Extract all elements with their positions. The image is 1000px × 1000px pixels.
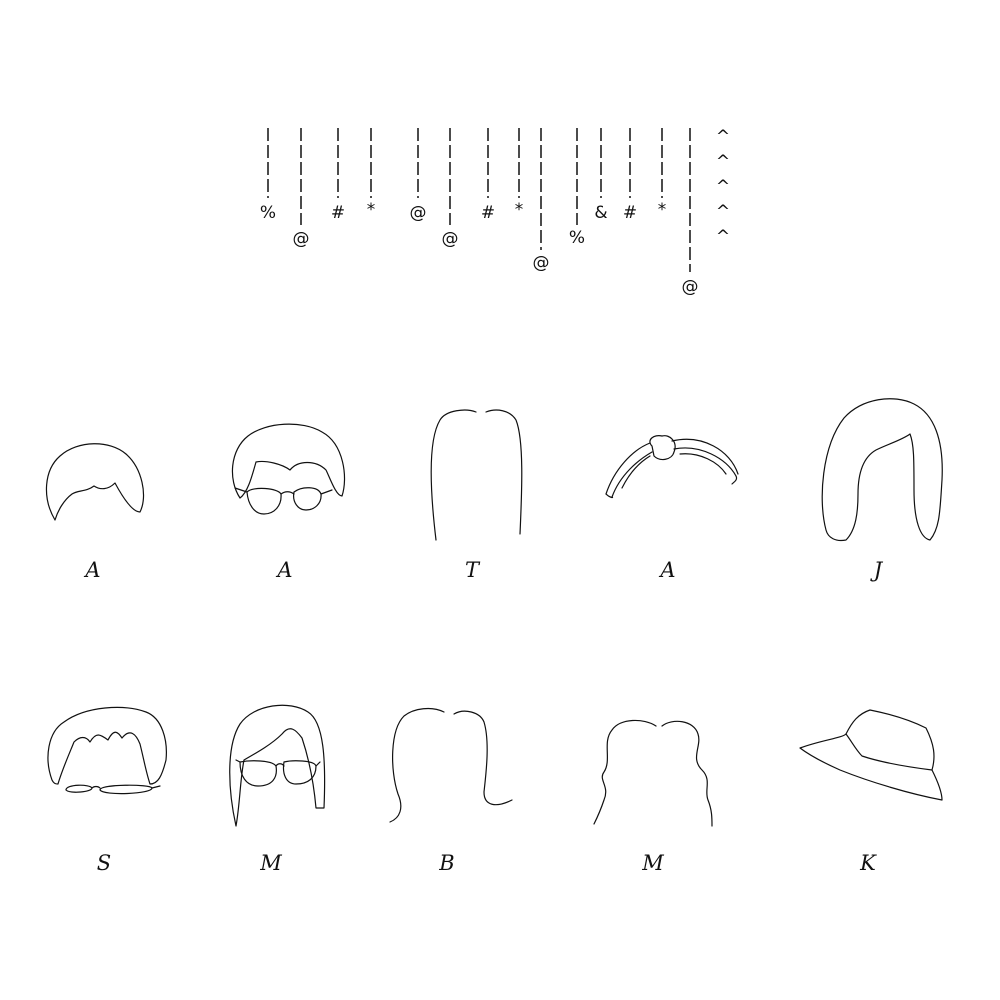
stick-column: # — [623, 128, 637, 223]
stick-column: # — [481, 128, 495, 223]
long-side-part-hair-icon — [821, 398, 943, 542]
column-symbol: * — [515, 200, 524, 220]
stick-column: @ — [533, 128, 550, 273]
figure-initial: T — [464, 558, 479, 582]
column-symbol: # — [481, 203, 495, 223]
figure-initial: B — [439, 851, 455, 875]
caret-symbol: ^ — [716, 127, 730, 147]
stick-column: @ — [410, 128, 427, 223]
caret-symbol: ^ — [716, 202, 730, 222]
column-symbol: * — [367, 200, 376, 220]
long-hair-with-round-glasses-icon — [229, 704, 326, 827]
figure-initial: A — [277, 558, 293, 582]
bob-hair-with-glasses-icon — [231, 423, 346, 515]
caret-symbol: ^ — [716, 152, 730, 172]
figure-initial: M — [260, 851, 282, 875]
column-symbol: % — [569, 228, 585, 248]
short-bowl-hair-icon — [45, 443, 145, 521]
long-straight-hair-icon — [430, 409, 523, 541]
figure-initial: M — [642, 851, 664, 875]
figure-initial: A — [660, 558, 676, 582]
figure-initial: K — [860, 851, 876, 875]
stick-column: * — [515, 128, 524, 220]
figure-initial: S — [96, 851, 112, 875]
stick-column: * — [658, 128, 667, 220]
column-symbol: % — [260, 203, 276, 223]
figure-initial: A — [85, 558, 101, 582]
headband-with-knot-icon — [605, 435, 739, 499]
column-symbol: @ — [442, 229, 459, 249]
figure-initial: J — [873, 558, 883, 582]
stick-column: * — [367, 128, 376, 220]
column-symbol: @ — [293, 229, 310, 249]
stick-column: # — [331, 128, 345, 223]
column-symbol: @ — [682, 277, 699, 297]
column-symbol: # — [331, 203, 345, 223]
caret-symbol: ^ — [716, 227, 730, 247]
stick-column: & — [594, 128, 608, 223]
column-symbol: @ — [533, 253, 550, 273]
column-symbol: @ — [410, 203, 427, 223]
stick-column: % — [260, 128, 276, 223]
flipped-bob-hair-icon — [389, 707, 513, 823]
column-symbol: * — [658, 200, 667, 220]
stick-column: @ — [442, 128, 459, 249]
stick-column: @ — [682, 128, 699, 297]
caret-symbol: ^ — [716, 177, 730, 197]
stick-column: @ — [293, 128, 310, 249]
column-symbol: # — [623, 203, 637, 223]
caret-column: ^ ^ ^ ^ ^ — [716, 127, 730, 247]
bucket-hat-icon — [799, 709, 943, 801]
spiky-hair-with-glasses-icon — [47, 706, 167, 795]
column-symbol: & — [594, 203, 607, 223]
stick-column: % — [569, 128, 585, 248]
wavy-hair-icon — [593, 719, 713, 827]
